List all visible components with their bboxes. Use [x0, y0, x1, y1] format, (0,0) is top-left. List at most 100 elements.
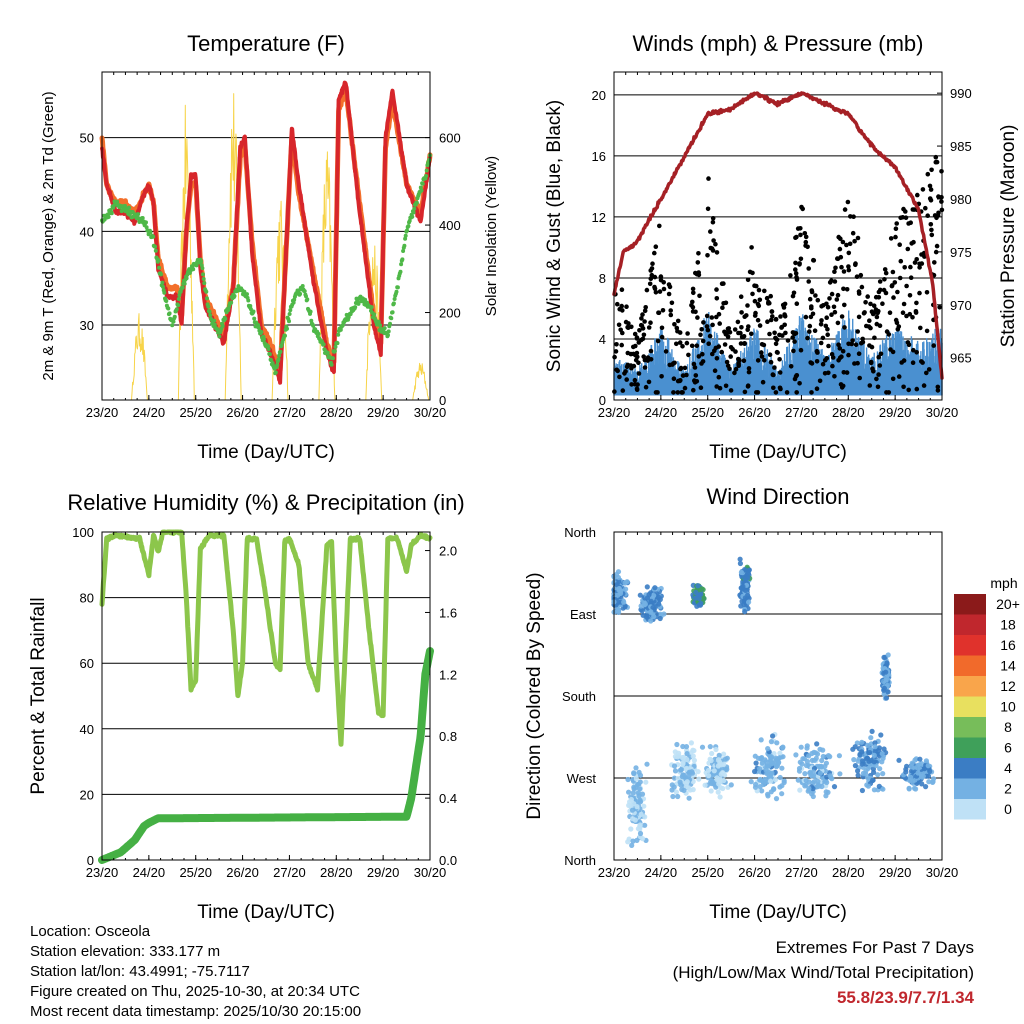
gust-point [920, 187, 926, 192]
gust-point [668, 308, 673, 313]
gust-point [839, 314, 845, 319]
gust-point [906, 387, 911, 393]
gust-point [719, 349, 724, 355]
gust-point [832, 269, 837, 275]
gust-point [623, 369, 628, 374]
direction-point [814, 741, 820, 747]
dewpoint-point [199, 259, 204, 264]
gust-point [732, 327, 738, 332]
humidity-ytick-label: 40 [80, 722, 94, 737]
dewpoint-point [161, 284, 165, 289]
gust-point [640, 312, 645, 317]
gust-point [835, 256, 840, 261]
dewpoint-point [205, 296, 209, 301]
gust-point [906, 221, 911, 226]
winds-ytick-right-label: 970 [950, 298, 972, 313]
gust-point [745, 383, 751, 389]
humidity-plot-area: 0 20 40 60 80 100 0.0 0.4 0.8 1.2 1.6 2.0 23/20 24/20… [72, 525, 457, 880]
gust-point [842, 302, 847, 308]
direction-point [633, 776, 640, 782]
direction-point [638, 811, 644, 818]
gust-point [642, 365, 648, 370]
gust-point [710, 351, 715, 357]
direction-point [648, 598, 654, 605]
direction-point [707, 744, 713, 750]
gust-point [647, 281, 653, 287]
direction-point [743, 587, 749, 594]
precipitation-line [98, 647, 434, 864]
gust-point [675, 390, 681, 395]
gust-point [671, 390, 676, 395]
gust-point [745, 277, 751, 283]
colorbar-cell [954, 594, 986, 615]
direction-point [737, 560, 744, 567]
gust-point [905, 246, 911, 252]
gust-point [682, 365, 688, 371]
dewpoint-point [405, 228, 409, 233]
gust-point [896, 374, 902, 379]
gust-point [705, 253, 710, 258]
gust-point [898, 258, 904, 264]
dewpoint-point [172, 314, 177, 319]
dewpoint-point [262, 337, 266, 342]
dewpoint-point [390, 310, 395, 315]
gust-point [649, 272, 655, 278]
direction-point [684, 756, 690, 763]
gust-point [757, 297, 763, 303]
direction-point [717, 794, 723, 800]
gust-point [809, 289, 815, 295]
direction-point [669, 787, 675, 793]
gust-point [674, 341, 679, 347]
direction-point [670, 793, 676, 800]
direction-point [724, 766, 730, 772]
direction-point [717, 785, 724, 791]
gust-point [722, 342, 728, 347]
direction-point [824, 779, 830, 786]
gust-point [641, 332, 647, 338]
direction-ytick-label: North [564, 525, 596, 540]
direction-point [809, 750, 815, 757]
gust-point [728, 345, 734, 350]
dewpoint-point [400, 257, 405, 262]
gust-point [792, 339, 797, 344]
gust-point [874, 376, 879, 382]
temperature-ylabel: 2m & 9m T (Red, Orange) & 2m Td (Green) [40, 91, 57, 380]
gust-point [935, 388, 941, 393]
gust-point [792, 376, 798, 382]
gust-point [814, 386, 820, 392]
gust-point [836, 234, 841, 240]
gust-point [733, 366, 739, 372]
gust-point [634, 386, 640, 392]
gust-point [874, 314, 880, 320]
gust-point [675, 318, 681, 324]
gust-point [768, 317, 774, 323]
direction-point [825, 789, 831, 796]
gust-point [824, 315, 829, 321]
gust-point [771, 385, 776, 391]
dewpoint-point [335, 341, 340, 346]
gust-point [937, 305, 942, 310]
gust-point [706, 341, 711, 347]
dewpoint-point [106, 215, 111, 219]
gust-point [819, 318, 824, 323]
gust-point [854, 274, 860, 280]
direction-point [671, 763, 678, 769]
dewpoint-point [130, 210, 135, 214]
colorbar-label: 14 [1000, 658, 1016, 674]
gust-point [793, 267, 798, 272]
dewpoint-point [292, 297, 297, 302]
humidity-xlabel: Time (Day/UTC) [197, 902, 335, 923]
direction-point [641, 803, 647, 809]
gust-point [648, 348, 654, 354]
direction-point [757, 777, 763, 783]
dewpoint-point [389, 316, 394, 321]
direction-point [686, 772, 692, 779]
winds-panel: Winds (mph) & Pressure (mb) 0 4 8 12 16 20 965… [544, 31, 1019, 463]
gust-point [773, 390, 779, 395]
gust-point [936, 210, 941, 216]
direction-point [773, 764, 780, 770]
gust-point [861, 311, 867, 316]
direction-point [633, 765, 639, 771]
dewpoint-point [363, 297, 368, 302]
extremes-box: Extremes For Past 7 Days (High/Low/Max W… [673, 935, 974, 1010]
